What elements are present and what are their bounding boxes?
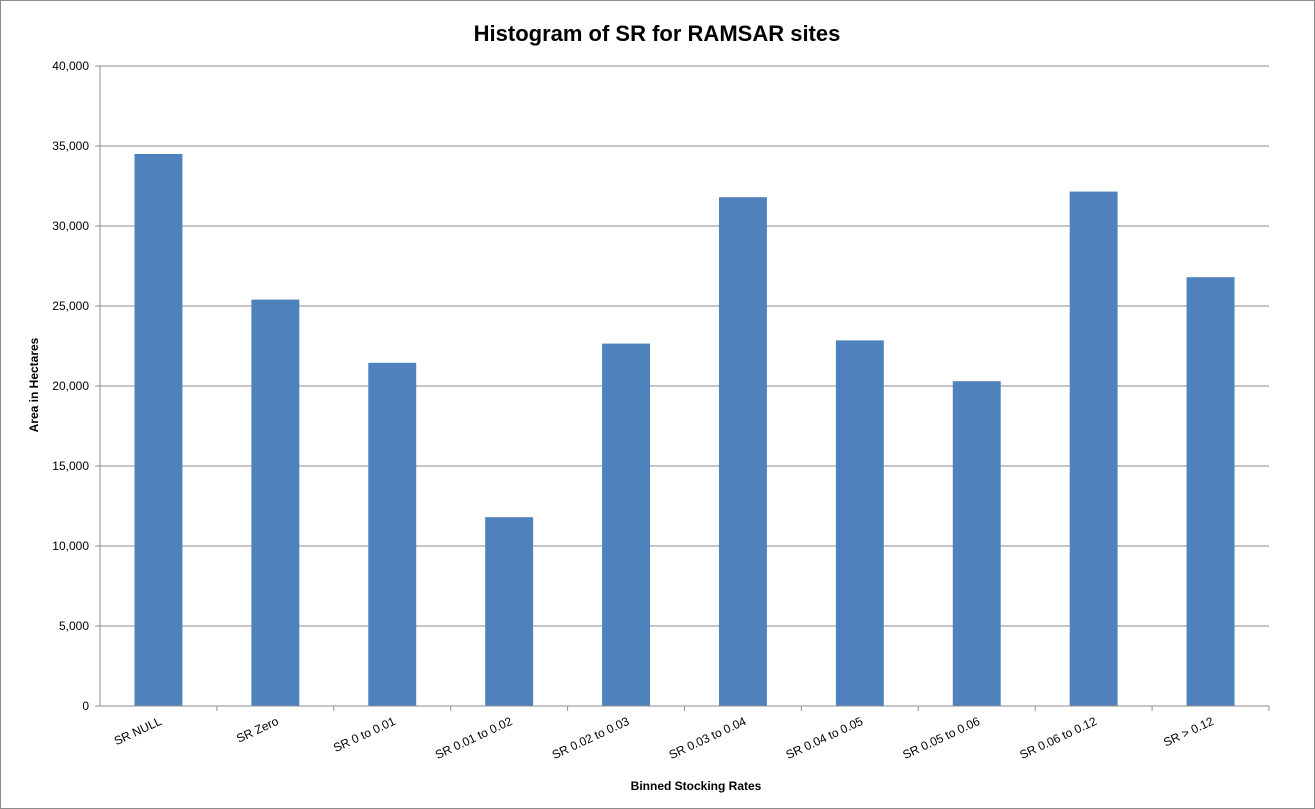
y-axis-ticks: 0 5,000 10,000 15,000 20,000 25,000 30,000 35,0… [52, 59, 100, 713]
bar [602, 343, 651, 706]
chart-title: Histogram of SR for RAMSAR sites [474, 21, 841, 46]
bars [134, 154, 1235, 707]
x-axis-label: Binned Stocking Rates [631, 779, 762, 793]
bar [952, 381, 1001, 706]
y-tick-label: 40,000 [52, 59, 89, 73]
x-tick-label: SR 0.04 to 0.05 [784, 714, 866, 762]
x-tick-label: SR 0.03 to 0.04 [667, 714, 749, 762]
y-tick-label: 20,000 [52, 379, 89, 393]
x-tick-label: SR Zero [234, 714, 281, 746]
y-tick-label: 25,000 [52, 299, 89, 313]
x-axis-ticks: SR NULL SR Zero SR 0 to 0.01 SR 0.01 to 0.0… [112, 706, 1270, 762]
y-tick-label: 15,000 [52, 459, 89, 473]
y-axis-label: Area in Hectares [27, 337, 41, 432]
x-tick-label: SR 0.05 to 0.06 [901, 714, 983, 762]
x-tick-label: SR > 0.12 [1161, 714, 1216, 750]
bar [485, 517, 534, 706]
y-tick-label: 10,000 [52, 539, 89, 553]
bar [134, 154, 183, 706]
y-tick-label: 0 [82, 699, 89, 713]
x-tick-label: SR NULL [112, 714, 164, 748]
bar [835, 340, 884, 706]
bar [1186, 277, 1235, 706]
y-tick-label: 5,000 [59, 619, 89, 633]
x-tick-label: SR 0.01 to 0.02 [433, 714, 515, 762]
x-tick-label: SR 0.02 to 0.03 [550, 714, 632, 762]
bar [718, 197, 767, 706]
bar [1069, 191, 1118, 707]
x-tick-label: SR 0 to 0.01 [331, 714, 398, 755]
x-tick-label: SR 0.06 to 0.12 [1017, 714, 1099, 762]
bar [368, 362, 417, 706]
y-tick-label: 35,000 [52, 139, 89, 153]
bar [251, 299, 300, 706]
y-tick-label: 30,000 [52, 219, 89, 233]
